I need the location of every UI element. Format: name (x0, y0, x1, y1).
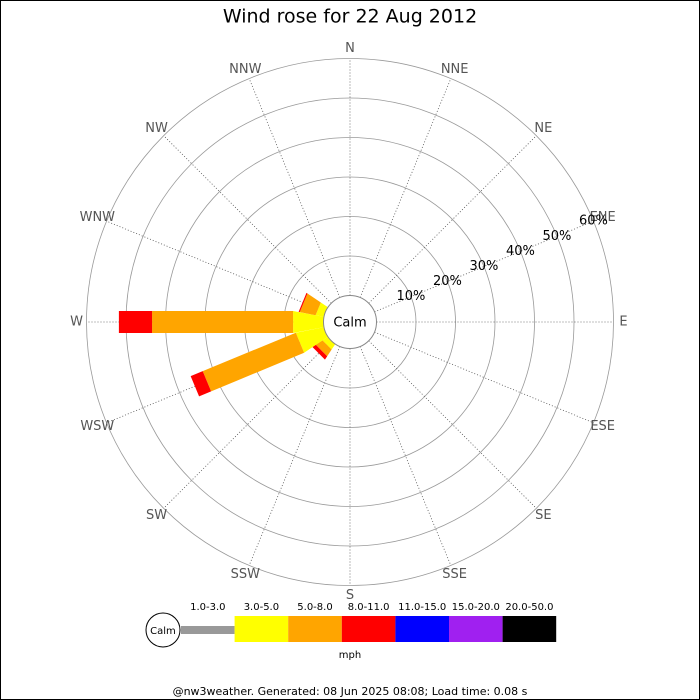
bar-segment (322, 336, 336, 350)
bar-segment (295, 327, 328, 353)
bar-segment (152, 311, 294, 333)
spoke (374, 331, 594, 424)
bar-segment (298, 292, 308, 313)
ring-label: 30% (470, 259, 499, 274)
spoke (106, 220, 326, 313)
ring-label: 20% (433, 274, 462, 289)
direction-label: E (619, 315, 627, 330)
bar-segment (293, 311, 324, 333)
spoke (248, 78, 341, 298)
ring-label: 10% (397, 289, 426, 304)
legend-swatch (181, 626, 235, 634)
legend-label: 15.0-20.0 (452, 602, 500, 613)
direction-label: WSW (80, 419, 114, 434)
chart-title: Wind rose for 22 Aug 2012 (223, 6, 477, 28)
direction-label: N (345, 41, 355, 56)
ring-label: 60% (579, 214, 608, 229)
ring-label: 50% (542, 229, 571, 244)
legend-label: 5.0-8.0 (297, 602, 332, 613)
bar-segment (315, 340, 332, 357)
direction-label: NNE (441, 62, 469, 77)
direction-label: NE (534, 121, 552, 136)
direction-label: S (346, 588, 354, 603)
legend-swatch (449, 616, 503, 642)
spoke (163, 340, 332, 509)
legend-swatch (234, 616, 289, 642)
legend-swatch (502, 616, 557, 642)
spoke (368, 135, 537, 304)
legend-calm-label: Calm (150, 626, 176, 637)
unit-label: mph (339, 650, 361, 661)
spoke (359, 78, 452, 298)
direction-label: NNW (229, 62, 261, 77)
legend-label: 1.0-3.0 (190, 602, 225, 613)
spoke (374, 220, 594, 313)
ring-label: 40% (506, 244, 535, 259)
legend-label: 3.0-5.0 (244, 602, 279, 613)
direction-label: SSE (442, 567, 467, 582)
legend-label: 20.0-50.0 (505, 602, 553, 613)
bar-segment (118, 311, 153, 333)
direction-label: SW (146, 508, 167, 523)
direction-label: WNW (80, 210, 116, 225)
ring (86, 58, 614, 586)
spoke (248, 346, 341, 566)
direction-label: ESE (590, 419, 615, 434)
spoke (368, 340, 537, 509)
direction-label: SSW (231, 567, 261, 582)
legend-label: 11.0-15.0 (398, 602, 446, 613)
bar-segment (190, 371, 212, 397)
legend-swatch (395, 616, 449, 642)
direction-label: ENE (590, 210, 616, 225)
legend-swatch (288, 616, 342, 642)
direction-label: SE (535, 508, 551, 523)
spoke (163, 135, 332, 304)
direction-label: NW (145, 121, 168, 136)
direction-label: W (70, 315, 83, 330)
legend-label: 8.0-11.0 (348, 602, 390, 613)
bar-segment (299, 293, 321, 316)
bar-segment (312, 344, 328, 360)
legend-calm-circle (145, 612, 181, 648)
footer: @nw3weather. Generated: 08 Jun 2025 08:0… (173, 685, 528, 698)
calm-label: Calm (333, 316, 366, 331)
bar-segment (202, 332, 305, 392)
calm-circle (323, 295, 377, 349)
spoke (359, 346, 452, 566)
legend-swatch (341, 616, 396, 642)
